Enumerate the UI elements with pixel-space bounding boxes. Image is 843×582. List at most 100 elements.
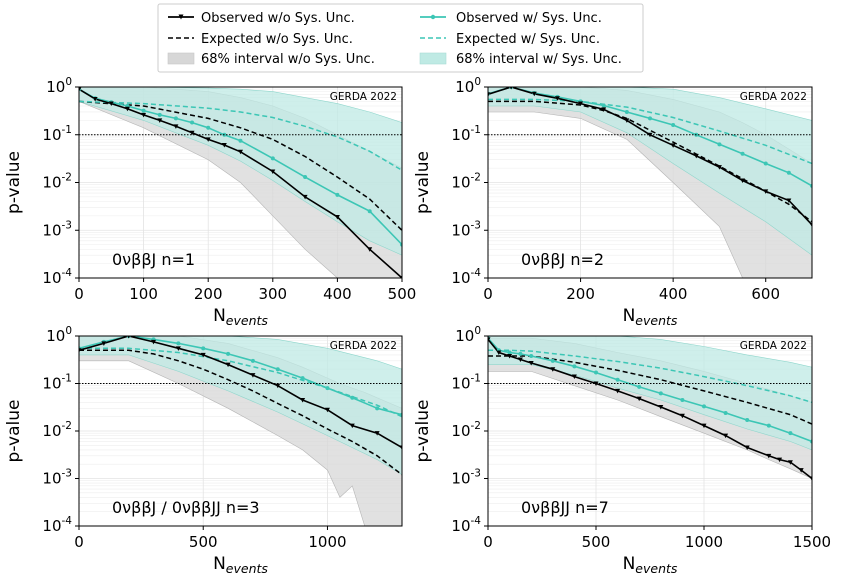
observed-wo-marker (809, 222, 812, 228)
y-tick-exponent: -1 (62, 373, 72, 385)
y-tick-mantissa: 10 (42, 375, 61, 393)
x-axis-title-main: N (623, 554, 636, 574)
y-tick-mantissa: 10 (451, 422, 470, 440)
observed-wo-marker (615, 388, 621, 394)
observed-w-marker (238, 138, 243, 143)
observed-w-marker (201, 346, 206, 351)
y-tick-exponent: -1 (62, 124, 72, 136)
observed-wo-marker (571, 374, 577, 380)
observed-wo-marker (528, 361, 534, 366)
x-axis-title-subscript: events (226, 313, 269, 328)
observed-w-marker (270, 156, 275, 161)
observed-wo-marker (399, 445, 402, 450)
band-68-w-sys-unc (488, 336, 812, 451)
y-tick-label: 100 (46, 76, 72, 96)
observed-wo-marker (531, 91, 537, 97)
observed-w-marker (637, 384, 642, 389)
observed-wo-marker (488, 337, 491, 342)
panel-label-0-jj-n-7: 0νββJJ n=7 (521, 498, 609, 517)
band-68-w-sys-unc (488, 87, 812, 256)
y-tick-exponent: -2 (471, 420, 481, 432)
x-tick-label: 0 (483, 533, 493, 551)
x-axis-title-main: N (623, 306, 636, 326)
x-tick-label: 200 (566, 285, 595, 303)
legend-label-obs-w: Observed w/ Sys. Unc. (456, 11, 602, 26)
expected-w-sys-unc-line (79, 347, 402, 418)
y-tick-exponent: -4 (62, 267, 73, 279)
x-tick-label: 0 (74, 285, 84, 303)
y-tick-mantissa: 10 (42, 174, 61, 192)
observed-w-marker (763, 161, 768, 166)
expected-wo-sys-unc-line (488, 355, 812, 425)
legend-label-band-w: 68% interval w/ Sys. Unc. (456, 52, 622, 67)
y-tick-label: 10-3 (42, 468, 72, 488)
y-tick-mantissa: 10 (451, 470, 470, 488)
observed-wo-marker (79, 348, 82, 353)
observed-w-marker (615, 377, 620, 382)
y-tick-exponent: -3 (62, 219, 72, 231)
x-axis-title-main: N (213, 306, 226, 326)
observed-wo-marker (763, 189, 769, 194)
observed-w-marker (335, 192, 340, 197)
y-tick-mantissa: 10 (451, 221, 470, 239)
observed-wo-marker (798, 468, 804, 473)
x-axis-title-subscript: events (226, 561, 269, 576)
legend-frame (157, 3, 644, 73)
panel-label-0-j-n-2: 0νββJ n=2 (521, 250, 604, 269)
y-axis-title: p-value (4, 400, 24, 463)
x-tick-label: 100 (129, 285, 158, 303)
observed-wo-marker (250, 373, 256, 378)
y-tick-exponent: -4 (471, 515, 482, 527)
y-tick-mantissa: 10 (455, 78, 474, 96)
x-tick-label: 300 (258, 285, 287, 303)
y-tick-exponent: -4 (471, 267, 482, 279)
observed-w-marker (594, 370, 598, 375)
y-tick-mantissa: 10 (451, 174, 470, 192)
observed-wo-marker (488, 92, 491, 97)
observed-w-marker (786, 170, 791, 175)
y-tick-label: 10-4 (42, 267, 72, 287)
observed-wo-marker (108, 101, 114, 107)
observed-w-marker (745, 418, 750, 423)
band-68-w-sys-unc (79, 87, 402, 256)
observed-wo-marker (679, 413, 685, 419)
observed-wo-marker (716, 165, 722, 170)
observed-wo-sys-unc-line (79, 88, 402, 278)
x-tick-label: 0 (483, 285, 493, 303)
observed-wo-marker (101, 341, 107, 346)
observed-wo-marker (509, 87, 513, 90)
x-axis-title: Nevents (213, 306, 268, 328)
x-tick-label: 0 (74, 533, 84, 551)
plot-area (79, 336, 402, 526)
y-tick-label: 100 (455, 76, 481, 96)
x-axis-title: Nevents (623, 554, 678, 576)
observed-w-marker (740, 151, 745, 156)
observed-wo-sys-unc-line (79, 336, 402, 449)
y-tick-label: 10-2 (451, 172, 481, 192)
y-tick-mantissa: 10 (42, 422, 61, 440)
observed-w-marker (717, 142, 722, 147)
legend-swatch-band-wo (167, 52, 195, 65)
observed-w-marker (300, 376, 305, 381)
panel-label-0-j-n-1: 0νββJ n=1 (112, 250, 195, 269)
y-tick-mantissa: 10 (42, 470, 61, 488)
observed-w-marker (572, 364, 577, 369)
x-tick-label: 1000 (685, 533, 723, 551)
observed-wo-marker (275, 383, 281, 389)
legend-label-band-wo: 68% interval w/o Sys. Unc. (201, 52, 375, 67)
observed-w-marker (507, 350, 512, 355)
observed-w-marker (601, 103, 606, 108)
observed-wo-marker (270, 169, 276, 174)
y-tick-exponent: 0 (474, 76, 481, 88)
y-tick-label: 10-4 (451, 515, 481, 535)
observed-wo-marker (124, 106, 130, 112)
plot-area (488, 336, 812, 481)
x-axis-title-main: N (213, 554, 226, 574)
y-tick-label: 10-2 (42, 420, 72, 440)
observed-wo-marker (141, 112, 147, 118)
observed-wo-marker (349, 423, 355, 429)
observed-w-marker (226, 351, 231, 356)
credit-label: GERDA 2022 (330, 340, 397, 352)
y-tick-mantissa: 10 (42, 221, 61, 239)
observed-wo-marker (658, 405, 664, 410)
